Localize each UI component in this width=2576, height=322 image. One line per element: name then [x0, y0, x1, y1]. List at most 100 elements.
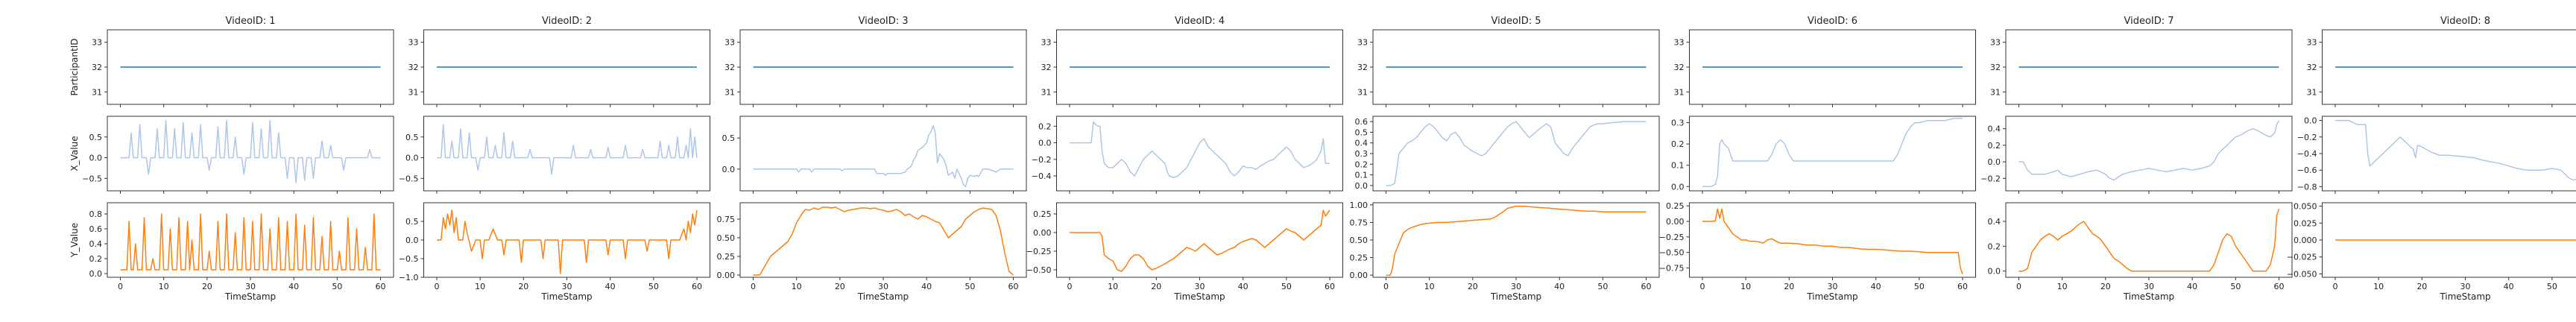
y-tick-label: 0.00: [1350, 271, 1368, 280]
y-tick-label: 0.75: [717, 215, 736, 224]
y-tick-label: 32: [1990, 63, 2001, 72]
y-tick-label: 0.2: [1988, 242, 2001, 251]
y-tick-label: 0.3: [1671, 119, 1685, 128]
y-tick-label: 0.4: [1988, 217, 2001, 227]
y-tick-label: 31: [1041, 87, 1052, 97]
x-tick-label: 20: [2416, 282, 2427, 291]
y-tick-label: 33: [92, 38, 102, 48]
x-tick-label: 10: [1108, 282, 1118, 291]
series-line-x_value: [1386, 121, 1647, 186]
x-tick-label: 40: [1871, 282, 1881, 291]
y-tick-label: −0.5: [399, 174, 419, 183]
series-line-x_value: [1070, 121, 1330, 178]
y-tick-label: −0.2: [2297, 133, 2317, 142]
y-tick-label: 32: [92, 63, 102, 72]
x-tick-label: 0: [2016, 282, 2021, 291]
y-tick-label: 0.00: [717, 271, 736, 280]
x-tick-label: 0: [434, 282, 439, 291]
y-axis-label: X_Value: [69, 136, 80, 171]
x-tick-label: 20: [1468, 282, 1478, 291]
y-tick-label: −0.8: [2297, 182, 2317, 192]
y-tick-label: 0.4: [89, 239, 103, 249]
x-axis-label: TimeStamp: [1490, 291, 1541, 302]
x-tick-label: 20: [518, 282, 528, 291]
x-tick-label: 10: [2057, 282, 2068, 291]
y-tick-label: 0.2: [1988, 141, 2001, 151]
x-tick-label: 60: [376, 282, 386, 291]
x-tick-label: 50: [2230, 282, 2241, 291]
y-tick-label: 32: [1041, 63, 1052, 72]
x-tick-label: 50: [1597, 282, 1608, 291]
series-line-x_value: [753, 124, 1014, 187]
y-tick-label: 0.0: [2304, 116, 2317, 126]
x-tick-label: 50: [648, 282, 659, 291]
x-tick-label: 40: [2504, 282, 2514, 291]
axes-x_value: −0.4 −0.2 0.0 0.2: [1032, 116, 1343, 194]
y-tick-label: 0.2: [1671, 139, 1685, 149]
y-tick-label: 31: [1674, 87, 1685, 97]
axes-participant: 31 32 33 ParticipantID VideoID: 1: [69, 16, 394, 107]
y-tick-label: 31: [1357, 87, 1368, 97]
y-tick-label: 0.0: [722, 165, 736, 174]
y-tick-label: 0.00: [1666, 217, 1685, 227]
x-tick-label: 30: [562, 282, 572, 291]
y-tick-label: 0.2: [1038, 121, 1052, 131]
x-tick-label: 50: [332, 282, 342, 291]
y-tick-label: 1.00: [1350, 201, 1368, 210]
panel-title: VideoID: 6: [1808, 16, 1857, 27]
axes-y_value: 0.0 0.2 0.4 0 10 20 30 40 50 60 TimeStamp: [1988, 202, 2293, 302]
y-tick-label: 0.1: [1671, 161, 1685, 171]
y-tick-label: −0.25: [1659, 233, 1685, 242]
y-tick-label: 0.00: [1033, 228, 1052, 238]
y-tick-label: 0.0: [1355, 181, 1368, 191]
y-tick-label: 31: [2307, 87, 2317, 97]
series-line-x_value: [2335, 119, 2576, 181]
panel-video-7: 31 32 33 VideoID: 7 −0.2 0.0 0.2 0.4 0.0 0.2 0.4 0 1…: [1980, 16, 2293, 302]
y-tick-label: 32: [1357, 63, 1368, 72]
x-tick-label: 30: [1511, 282, 1521, 291]
x-tick-label: 30: [2460, 282, 2471, 291]
y-tick-label: 0.3: [1355, 149, 1368, 159]
x-tick-label: 20: [2100, 282, 2111, 291]
y-tick-label: 0.025: [2294, 218, 2317, 228]
y-tick-label: −0.050: [2287, 269, 2317, 279]
y-tick-label: 31: [408, 87, 419, 97]
series-line-x_value: [437, 124, 698, 175]
y-tick-label: 33: [408, 38, 419, 48]
x-tick-label: 40: [605, 282, 616, 291]
y-tick-label: −0.50: [1659, 248, 1685, 258]
y-tick-label: 33: [724, 38, 735, 48]
y-tick-label: 0.050: [2294, 202, 2317, 212]
x-tick-label: 30: [1195, 282, 1205, 291]
y-tick-label: 0.5: [722, 133, 736, 143]
y-tick-label: −0.75: [1659, 264, 1685, 274]
x-tick-label: 10: [2373, 282, 2384, 291]
axes-y_value: 0.0 0.2 0.4 0.6 0.8 0 10 20 30 40 50 60 TimeStamp Y_V…: [69, 202, 394, 302]
y-tick-label: −1.0: [399, 273, 419, 282]
y-tick-label: 0.75: [1350, 218, 1368, 227]
axes-x_value: 0.0 0.1 0.2 0.3: [1671, 116, 1976, 194]
y-tick-label: 32: [2307, 63, 2317, 72]
x-tick-label: 60: [1008, 282, 1019, 291]
y-tick-label: 0.8: [89, 209, 103, 219]
x-tick-label: 0: [1383, 282, 1389, 291]
subplot-grid: 31 32 33 ParticipantID VideoID: 1 −0.5 0.0 0.5 X…: [69, 16, 2576, 302]
y-tick-label: 31: [724, 87, 735, 97]
axes-y_value: −0.50 −0.25 0.00 0.25 0 10 20 30 40 50 60 TimeStamp: [1026, 202, 1343, 302]
y-tick-label: −0.50: [1026, 265, 1052, 275]
axes-x_value: −0.8 −0.6 −0.4 −0.2 0.0: [2297, 116, 2576, 194]
x-axis-label: TimeStamp: [2439, 291, 2490, 302]
axes-x_value: −0.5 0.0 0.5: [399, 116, 710, 194]
x-axis-label: TimeStamp: [857, 291, 909, 302]
axes-participant: 31 32 33 VideoID: 8: [2307, 16, 2576, 107]
x-tick-label: 20: [1784, 282, 1794, 291]
panel-video-4: 31 32 33 VideoID: 4 −0.4 −0.2 0.0 0.2 −0.50 −0.25…: [1026, 16, 1343, 302]
axes-participant: 31 32 33 VideoID: 6: [1674, 16, 1976, 107]
y-tick-label: 0.25: [1666, 201, 1685, 211]
y-tick-label: 0.5: [405, 217, 419, 227]
series-line-y_value: [1070, 209, 1330, 272]
x-tick-label: 60: [2274, 282, 2285, 291]
y-tick-label: 0.0: [405, 236, 419, 245]
